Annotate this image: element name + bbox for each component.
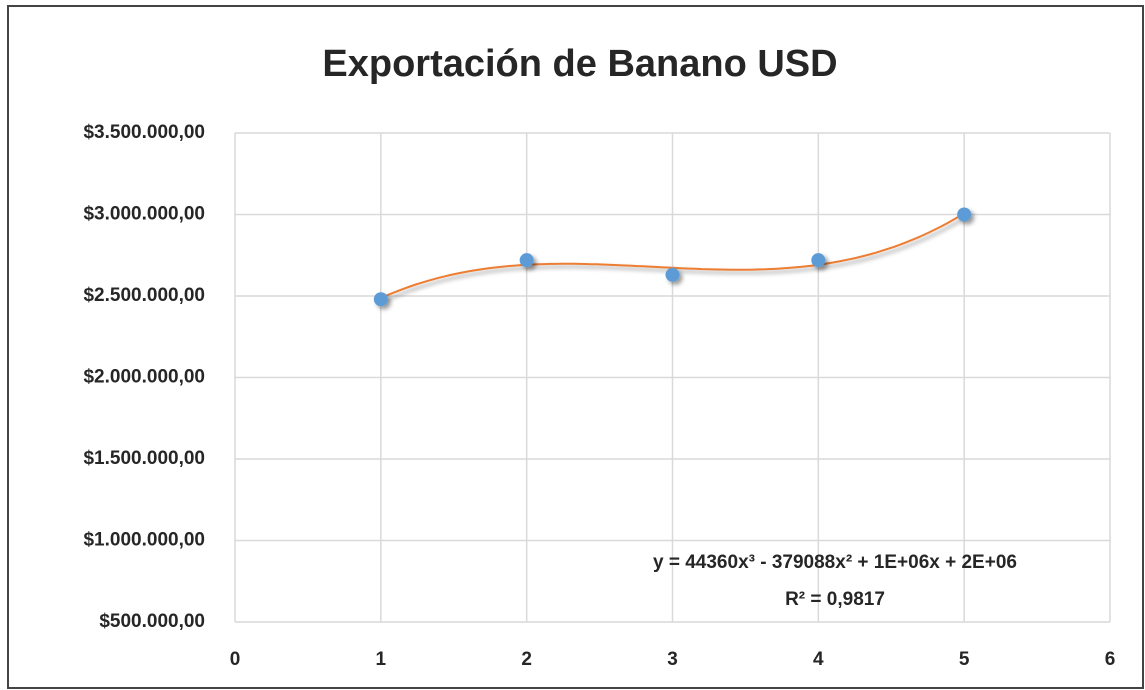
x-tick-label: 4 (813, 649, 824, 670)
chart-border (7, 5, 1144, 689)
point (665, 267, 680, 282)
y-tick-label: $3.000.000,00 (83, 204, 205, 225)
x-tick-label: 2 (521, 649, 532, 670)
x-tick-label: 0 (230, 649, 241, 670)
x-tick-label: 6 (1105, 649, 1116, 670)
trendline (380, 212, 965, 300)
point (519, 253, 534, 268)
y-tick-label: $500.000,00 (99, 611, 205, 632)
y-tick-label: $1.000.000,00 (83, 530, 205, 551)
x-tick-label: 3 (667, 649, 678, 670)
point (957, 207, 972, 222)
y-tick-label: $2.500.000,00 (83, 285, 205, 306)
y-tick-label: $1.500.000,00 (83, 448, 205, 469)
y-tick-label: $2.000.000,00 (83, 367, 205, 388)
chart-title: Exportación de Banano USD (322, 43, 837, 85)
point (373, 292, 388, 307)
annotation: R² = 0,9817 (785, 589, 885, 610)
annotation: y = 44360x³ - 379088x² + 1E+06x + 2E+06 (653, 552, 1017, 573)
x-tick-label: 1 (376, 649, 387, 670)
x-tick-label: 5 (959, 649, 970, 670)
y-tick-label: $3.500.000,00 (83, 122, 205, 143)
point (811, 253, 826, 268)
